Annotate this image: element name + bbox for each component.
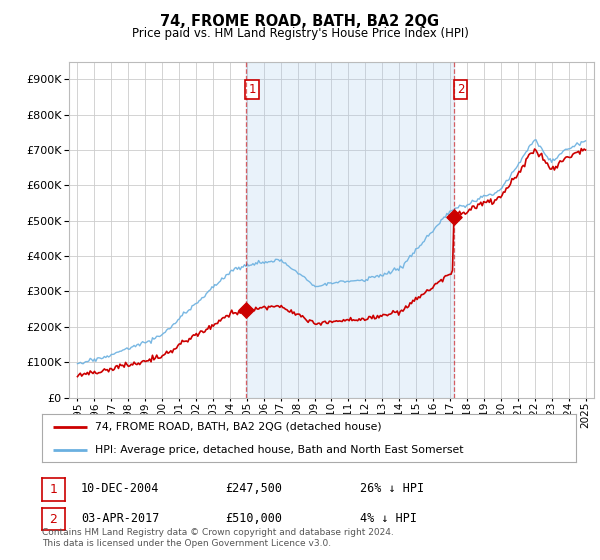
Text: Price paid vs. HM Land Registry's House Price Index (HPI): Price paid vs. HM Land Registry's House …	[131, 27, 469, 40]
Text: HPI: Average price, detached house, Bath and North East Somerset: HPI: Average price, detached house, Bath…	[95, 445, 464, 455]
Point	[241, 306, 251, 315]
Text: 03-APR-2017: 03-APR-2017	[81, 511, 160, 525]
Text: Contains HM Land Registry data © Crown copyright and database right 2024.
This d: Contains HM Land Registry data © Crown c…	[42, 528, 394, 548]
Text: 2: 2	[457, 83, 464, 96]
Text: 1: 1	[49, 483, 58, 496]
Text: 1: 1	[248, 83, 256, 96]
Text: 26% ↓ HPI: 26% ↓ HPI	[360, 482, 424, 495]
Text: 74, FROME ROAD, BATH, BA2 2QG (detached house): 74, FROME ROAD, BATH, BA2 2QG (detached …	[95, 422, 382, 432]
Text: £247,500: £247,500	[225, 482, 282, 495]
Point	[449, 213, 459, 222]
Text: 2: 2	[49, 512, 58, 526]
Text: 10-DEC-2004: 10-DEC-2004	[81, 482, 160, 495]
Bar	[246, 62, 454, 398]
Text: £510,000: £510,000	[225, 511, 282, 525]
Text: 4% ↓ HPI: 4% ↓ HPI	[360, 511, 417, 525]
Text: 74, FROME ROAD, BATH, BA2 2QG: 74, FROME ROAD, BATH, BA2 2QG	[160, 14, 440, 29]
